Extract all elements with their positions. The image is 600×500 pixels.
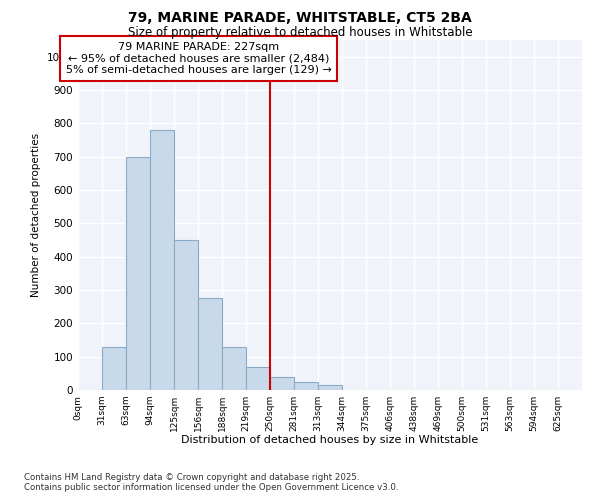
Text: 79 MARINE PARADE: 227sqm
← 95% of detached houses are smaller (2,484)
5% of semi: 79 MARINE PARADE: 227sqm ← 95% of detach… [66,42,332,75]
Text: Contains HM Land Registry data © Crown copyright and database right 2025.
Contai: Contains HM Land Registry data © Crown c… [24,473,398,492]
Bar [270,376,294,390]
Bar [102,346,126,390]
X-axis label: Distribution of detached houses by size in Whitstable: Distribution of detached houses by size … [181,436,479,446]
Bar [294,382,318,390]
Y-axis label: Number of detached properties: Number of detached properties [31,133,41,297]
Text: Size of property relative to detached houses in Whitstable: Size of property relative to detached ho… [128,26,472,39]
Bar [246,366,270,390]
Bar [150,130,174,390]
Bar [198,298,222,390]
Bar [222,346,246,390]
Bar [126,156,150,390]
Text: 79, MARINE PARADE, WHITSTABLE, CT5 2BA: 79, MARINE PARADE, WHITSTABLE, CT5 2BA [128,11,472,25]
Bar [318,385,342,390]
Bar [174,240,198,390]
